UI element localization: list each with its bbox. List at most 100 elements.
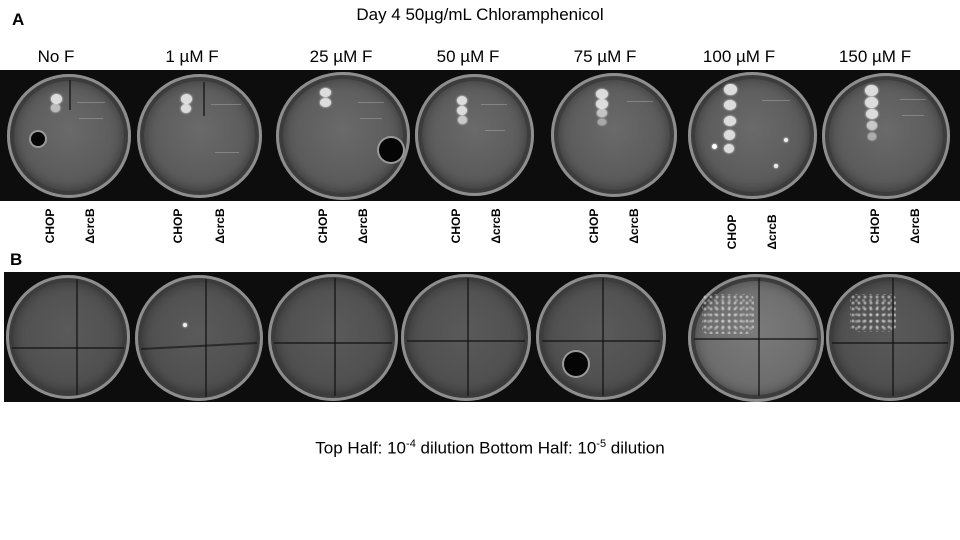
strain-label-crcb: ΔcrcB [765,214,779,250]
panel-b-plate-strip [4,272,960,402]
caption-suffix: dilution [606,438,665,458]
plate-a-25um [276,72,410,200]
colony [712,144,717,149]
strain-label-chop: CHOP [43,208,57,244]
handwriting [77,102,105,103]
disk-hole [379,138,403,162]
colony [774,164,778,168]
column-label-no-f: No F [37,47,75,66]
strain-label-crcb: ΔcrcB [356,208,370,244]
strain-label-chop: CHOP [316,208,330,244]
figure-title: Day 4 50µg/mL Chloramphenicol [356,5,604,24]
strain-label-chop: CHOP [868,208,882,244]
colony [597,109,607,117]
plate-b-100um [688,274,824,402]
colony-lawn [702,294,754,334]
caption-top-prefix: Top Half: 10 [315,438,407,458]
plate-b-75um [536,274,666,400]
colony [181,94,192,104]
handwriting [211,104,241,105]
disk-hole [31,132,45,146]
column-label-25um: 25 µM F [309,47,373,66]
colony [458,116,467,124]
marker-line [203,82,205,116]
column-label-150um: 150 µM F [838,47,912,66]
plate-a-75um [551,73,677,197]
panel-a-letter: A [12,10,25,29]
marker-line [832,342,948,344]
marker-line [407,340,525,342]
marker-line [76,279,78,395]
marker-line [892,278,894,396]
plate-a-1um [137,74,262,198]
handwriting [79,118,103,119]
marker-line [69,80,71,110]
colony [724,100,736,110]
strain-label-chop: CHOP [725,214,739,250]
marker-line [467,278,469,396]
marker-line [334,278,336,396]
colony [320,88,331,97]
colony [867,121,877,130]
column-label-75um: 75 µM F [573,47,637,66]
colony [51,94,62,104]
panel-a-plate-strip [0,70,960,201]
strain-label-chop: CHOP [171,208,185,244]
handwriting [627,101,653,102]
plate-a-no-f [7,74,131,198]
handwriting [481,104,507,105]
strain-label-crcb: ΔcrcB [213,208,227,244]
colony [320,98,331,107]
handwriting [902,115,924,116]
strain-label-crcb: ΔcrcB [908,208,922,244]
colony [724,144,734,153]
colony [865,97,878,108]
plate-b-50um [401,274,531,401]
marker-line [12,347,124,349]
handwriting [762,100,790,101]
handwriting [215,152,239,153]
plate-b-1um [135,275,263,401]
colony [868,133,876,140]
colony [457,96,467,105]
colony-lawn [850,294,896,332]
plate-a-150um [822,73,950,199]
caption-bottom-exponent: -5 [596,438,607,450]
colony [596,99,608,109]
handwriting [358,102,384,103]
colony [865,85,878,96]
plate-a-100um [688,72,817,199]
strain-label-crcb: ΔcrcB [489,208,503,244]
handwriting [360,118,382,119]
caption-top-exponent: -4 [406,438,416,450]
strain-label-chop: CHOP [587,208,601,244]
column-label-50um: 50 µM F [436,47,500,66]
colony [596,89,608,99]
handwriting [900,99,926,100]
colony [51,104,60,112]
colony [598,119,606,125]
colony [183,323,187,327]
colony [724,130,735,140]
plate-b-25um [268,274,398,401]
colony [724,84,737,95]
strain-label-crcb: ΔcrcB [83,208,97,244]
colony [181,104,191,113]
panel-b-letter: B [10,250,23,269]
marker-line [758,278,760,396]
plate-b-150um [826,274,954,401]
column-label-1um: 1 µM F [165,47,219,66]
marker-line [274,342,392,344]
marker-line [694,338,818,340]
marker-line [602,278,604,396]
marker-line [542,340,660,342]
plate-a-50um [415,74,534,196]
colony [866,109,878,119]
marker-line [141,341,257,351]
plate-b-no-f [6,275,130,399]
caption-middle: dilution Bottom Half: 10 [415,438,597,458]
strain-label-chop: CHOP [449,208,463,244]
strain-label-crcb: ΔcrcB [627,208,641,244]
colony [784,138,788,142]
colony [457,106,467,115]
